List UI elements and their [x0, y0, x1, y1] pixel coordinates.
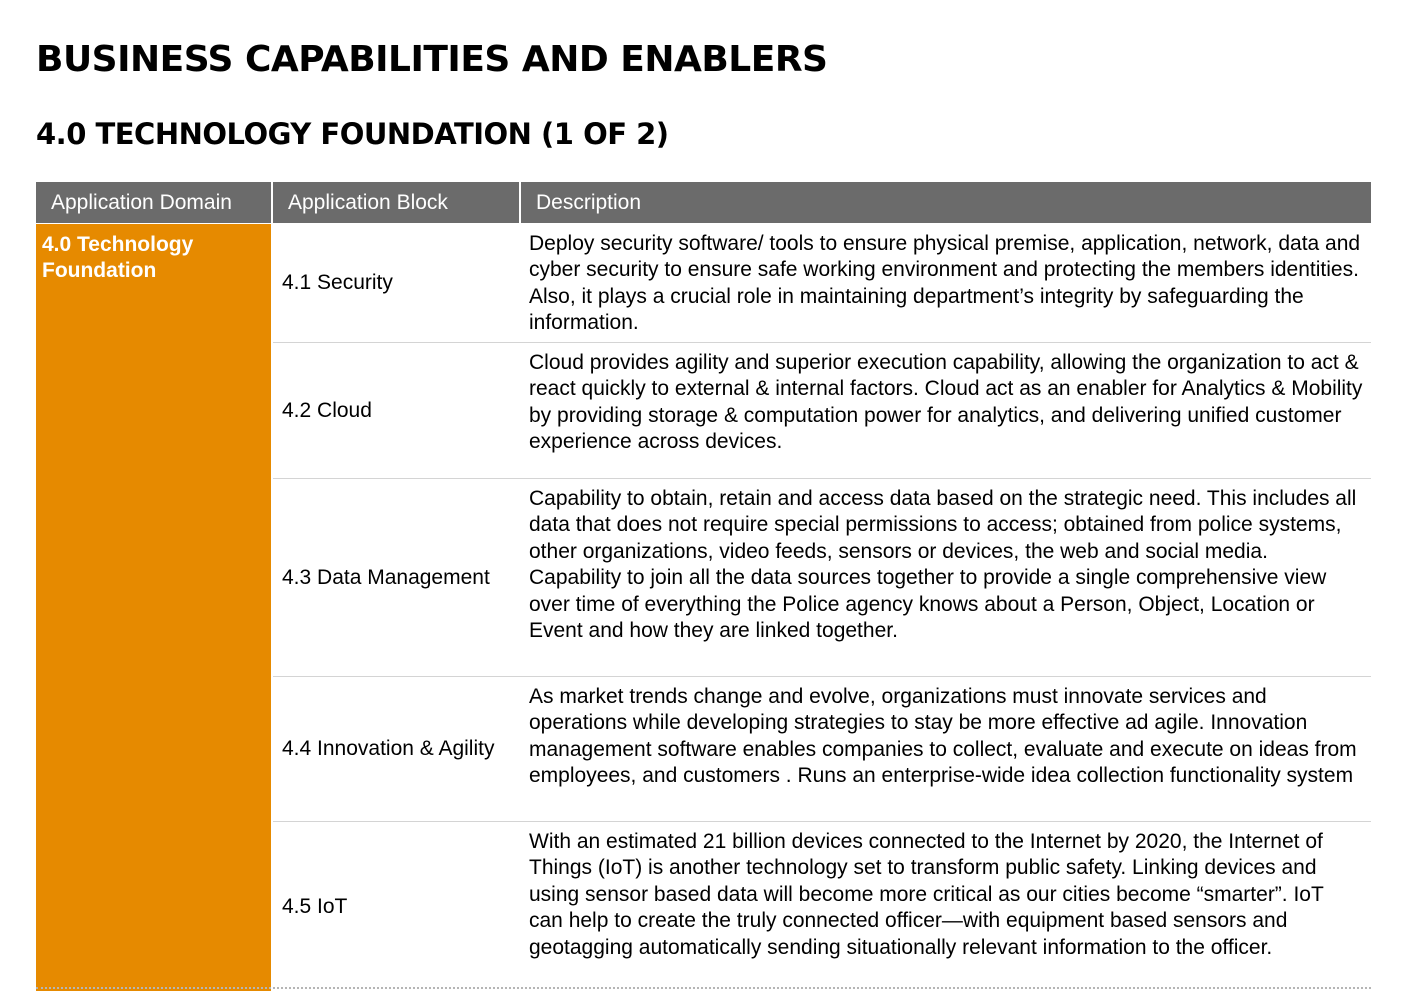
block-cell-data-management: 4.3 Data Management — [282, 565, 490, 589]
block-cell-innovation-agility: 4.4 Innovation & Agility — [282, 737, 495, 760]
description-cell-cloud: Cloud provides agility and superior exec… — [529, 351, 1363, 454]
table-body: 4.0 Technology Foundation 4.1 Security D… — [36, 224, 1371, 991]
block-cell-iot: 4.5 IoT — [282, 894, 348, 918]
bottom-dotted-divider — [36, 987, 1371, 989]
description-cell-innovation-agility: As market trends change and evolve, orga… — [529, 685, 1357, 788]
block-cell-cloud: 4.2 Cloud — [282, 398, 372, 422]
description-cell-data-management: Capability to obtain, retain and access … — [529, 487, 1357, 643]
header-application-domain: Application Domain — [36, 182, 271, 223]
section-subtitle: 4.0 TECHNOLOGY FOUNDATION (1 OF 2) — [36, 117, 669, 151]
table-row: 4.3 Data Management Capability to obtain… — [273, 479, 1371, 677]
table-row: 4.5 IoT With an estimated 21 billion dev… — [273, 822, 1371, 991]
page-title: BUSINESS CAPABILITIES AND ENABLERS — [36, 39, 828, 80]
capabilities-table: Application Domain Application Block Des… — [36, 182, 1371, 991]
block-cell-security: 4.1 Security — [282, 271, 393, 294]
table-row: 4.2 Cloud Cloud provides agility and sup… — [273, 343, 1371, 479]
description-cell-security: Deploy security software/ tools to ensur… — [529, 232, 1361, 335]
description-cell-iot: With an estimated 21 billion devices con… — [529, 830, 1324, 959]
table-row: 4.1 Security Deploy security software/ t… — [273, 224, 1371, 343]
table-header-row: Application Domain Application Block Des… — [36, 182, 1371, 223]
table-rows: 4.1 Security Deploy security software/ t… — [273, 224, 1371, 991]
table-row: 4.4 Innovation & Agility As market trend… — [273, 677, 1371, 822]
domain-cell: 4.0 Technology Foundation — [36, 224, 271, 991]
header-application-block: Application Block — [273, 182, 519, 223]
header-description: Description — [521, 182, 1371, 223]
